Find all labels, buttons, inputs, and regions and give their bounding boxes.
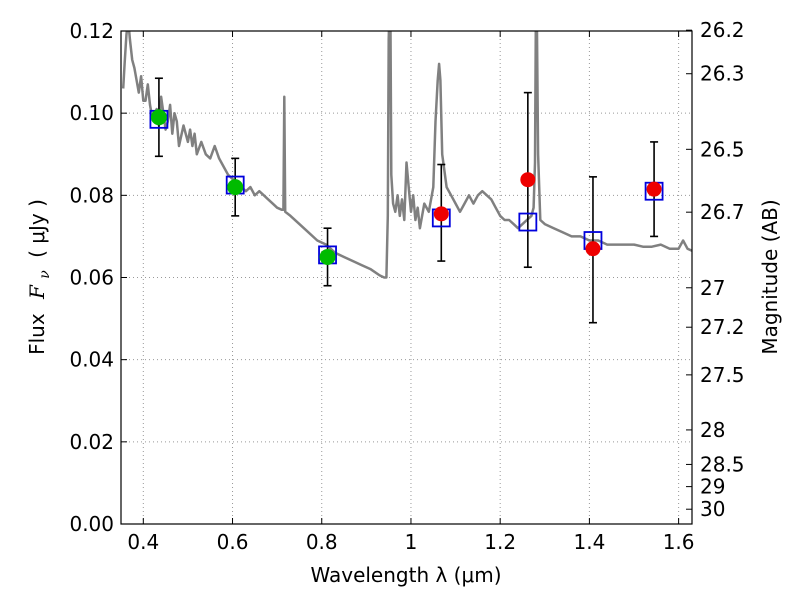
y2-tick-label: 27.2 [700, 315, 745, 339]
x-tick-label: 0.8 [306, 530, 338, 554]
axis-ticks: 0.4 0.6 0.8 1 1.2 1.4 1.6 0.00 0.02 0.04 0.06 0.08 0… [69, 18, 744, 554]
optical-observed-point [227, 179, 244, 196]
x-tick-label: 0.4 [127, 530, 159, 554]
model-sed-line [121, 31, 692, 279]
nir-observed-point [646, 181, 662, 197]
y2-tick-label: 27 [700, 276, 725, 300]
nir-observed-point [433, 206, 449, 222]
nir-observed-point [585, 241, 601, 257]
y-tick-label: 0.02 [69, 430, 114, 454]
y2-tick-label: 26.2 [700, 18, 745, 42]
y-axis-label-subscript: ν [37, 270, 53, 279]
optical-observed-point [319, 248, 336, 265]
y-tick-label: 0.00 [69, 512, 114, 536]
x-axis-label: Wavelength λ (μm) [310, 563, 501, 587]
y-axis-label-unit: ( μJy ) [25, 199, 49, 258]
y-tick-label: 0.06 [69, 266, 114, 290]
y-tick-label: 0.04 [69, 348, 114, 372]
plot-data [121, 31, 692, 324]
y2-axis-label: Magnitude (AB) [758, 199, 782, 354]
svg-text:Flux F ν (: Flux F ν ( μJy ) [25, 199, 54, 355]
nir-observed-point [520, 172, 536, 188]
y-axis-label: Flux F ν ( μJy ) [25, 199, 54, 355]
y-axis-label-prefix: Flux [25, 313, 49, 355]
x-tick-label: 0.6 [217, 530, 249, 554]
y2-tick-label: 26.5 [700, 137, 745, 161]
y2-tick-label: 29 [700, 475, 725, 499]
y-tick-label: 0.10 [69, 101, 114, 125]
y2-tick-label: 26.7 [700, 200, 745, 224]
x-tick-label: 1 [405, 530, 418, 554]
y-tick-label: 0.12 [69, 19, 114, 43]
y-axis-label-symbol: F [25, 284, 49, 300]
model-flux-square [518, 212, 538, 232]
optical-observed-point [150, 109, 167, 126]
x-tick-label: 1.6 [663, 530, 695, 554]
x-tick-label: 1.4 [573, 530, 605, 554]
x-tick-label: 1.2 [484, 530, 516, 554]
y2-tick-label: 27.5 [700, 363, 745, 387]
y2-tick-label: 28.5 [700, 452, 745, 476]
y-tick-label: 0.08 [69, 183, 114, 207]
y2-tick-label: 30 [700, 497, 725, 521]
y2-tick-label: 28 [700, 418, 725, 442]
plot-area [121, 31, 692, 524]
y2-tick-label: 26.3 [700, 62, 745, 86]
